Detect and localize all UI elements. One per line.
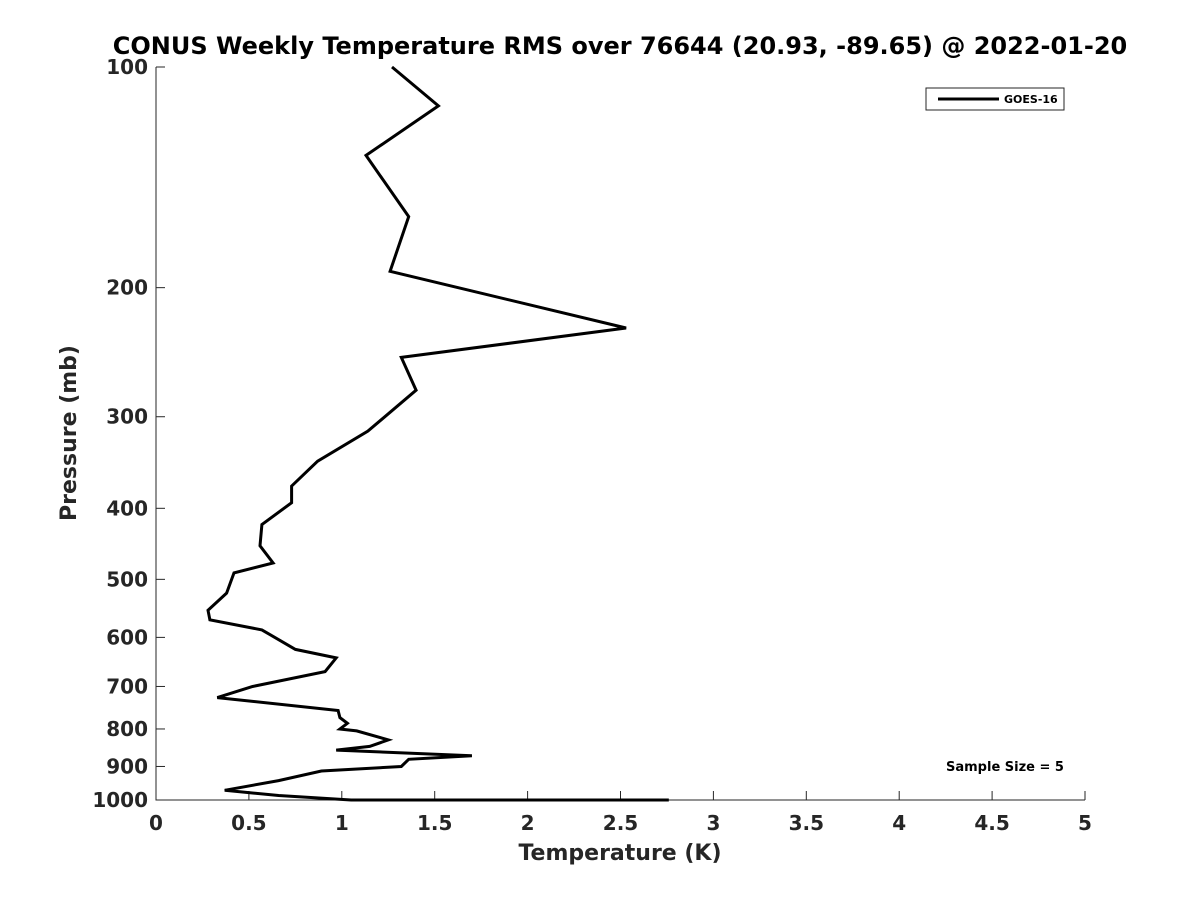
chart-title: CONUS Weekly Temperature RMS over 76644 … bbox=[113, 32, 1127, 60]
x-axis-ticks: 0 0.5 1 1.5 2 2.5 3 3.5 4 4.5 5 bbox=[149, 791, 1092, 835]
y-tick-label: 900 bbox=[106, 754, 148, 778]
axis-lines bbox=[155, 67, 1085, 801]
y-tick-label: 800 bbox=[106, 717, 148, 741]
y-tick-label: 400 bbox=[106, 496, 148, 520]
legend-label-goes-16: GOES-16 bbox=[1004, 93, 1058, 106]
x-tick-label: 4 bbox=[892, 811, 906, 835]
x-tick-label: 2 bbox=[521, 811, 535, 835]
x-tick-label: 3.5 bbox=[789, 811, 824, 835]
series-line-goes-16 bbox=[206, 65, 669, 802]
x-tick-label: 1 bbox=[335, 811, 349, 835]
y-tick-label: 1000 bbox=[92, 788, 148, 812]
y-axis-label: Pressure (mb) bbox=[57, 345, 82, 521]
series-layer bbox=[206, 65, 669, 802]
y-axis-ticks: 100 200 300 400 500 600 700 800 900 1000 bbox=[92, 55, 165, 812]
x-tick-label: 1.5 bbox=[417, 811, 452, 835]
x-tick-label: 5 bbox=[1078, 811, 1092, 835]
x-tick-label: 2.5 bbox=[603, 811, 638, 835]
x-tick-label: 3 bbox=[706, 811, 720, 835]
x-tick-label: 0 bbox=[149, 811, 163, 835]
y-tick-label: 300 bbox=[106, 405, 148, 429]
sample-size-annotation: Sample Size = 5 bbox=[946, 760, 1064, 775]
x-tick-label: 4.5 bbox=[974, 811, 1009, 835]
y-tick-label: 700 bbox=[106, 674, 148, 698]
legend: GOES-16 bbox=[925, 87, 1065, 111]
y-tick-label: 500 bbox=[106, 567, 148, 591]
x-tick-label: 0.5 bbox=[231, 811, 266, 835]
y-tick-label: 100 bbox=[106, 55, 148, 79]
x-axis-label: Temperature (K) bbox=[518, 841, 721, 866]
y-tick-label: 200 bbox=[106, 276, 148, 300]
y-tick-label: 600 bbox=[106, 625, 148, 649]
